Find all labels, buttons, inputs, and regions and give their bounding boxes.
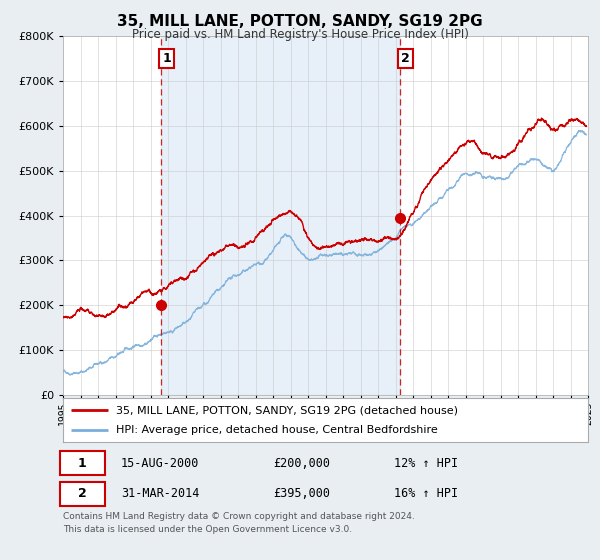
- Text: 2: 2: [401, 52, 409, 66]
- FancyBboxPatch shape: [61, 451, 105, 475]
- Text: 2: 2: [78, 487, 87, 501]
- Text: 12% ↑ HPI: 12% ↑ HPI: [394, 456, 458, 470]
- Text: 35, MILL LANE, POTTON, SANDY, SG19 2PG (detached house): 35, MILL LANE, POTTON, SANDY, SG19 2PG (…: [115, 405, 458, 415]
- Text: Contains HM Land Registry data © Crown copyright and database right 2024.
This d: Contains HM Land Registry data © Crown c…: [63, 512, 415, 534]
- Text: Price paid vs. HM Land Registry's House Price Index (HPI): Price paid vs. HM Land Registry's House …: [131, 28, 469, 41]
- Text: £200,000: £200,000: [273, 456, 330, 470]
- Text: 1: 1: [78, 456, 87, 470]
- Text: 31-MAR-2014: 31-MAR-2014: [121, 487, 199, 501]
- Text: £395,000: £395,000: [273, 487, 330, 501]
- Text: 1: 1: [163, 52, 171, 66]
- Text: 35, MILL LANE, POTTON, SANDY, SG19 2PG: 35, MILL LANE, POTTON, SANDY, SG19 2PG: [117, 14, 483, 29]
- Text: 15-AUG-2000: 15-AUG-2000: [121, 456, 199, 470]
- Text: 16% ↑ HPI: 16% ↑ HPI: [394, 487, 458, 501]
- Bar: [161, 36, 400, 395]
- Text: HPI: Average price, detached house, Central Bedfordshire: HPI: Average price, detached house, Cent…: [115, 425, 437, 435]
- FancyBboxPatch shape: [61, 482, 105, 506]
